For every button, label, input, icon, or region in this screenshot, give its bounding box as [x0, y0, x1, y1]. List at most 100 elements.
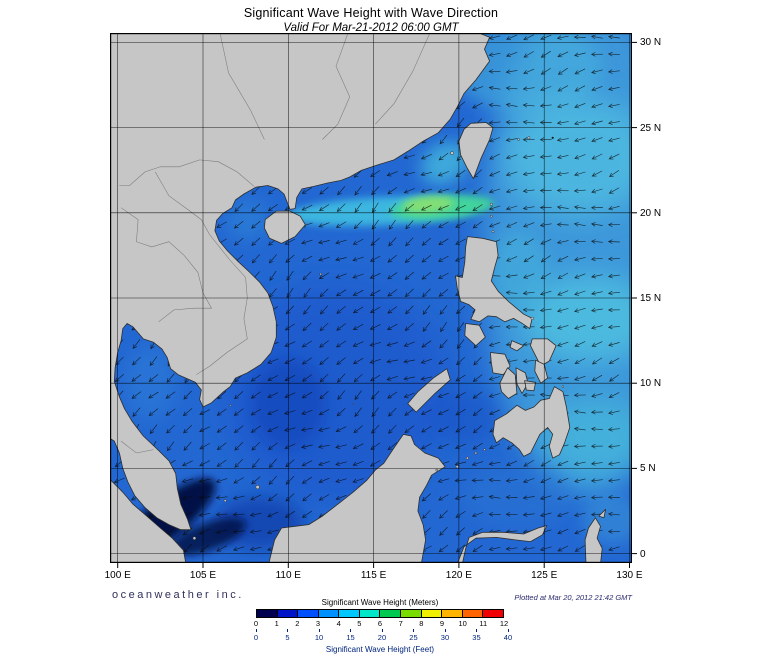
lon-axis-label: 105 E: [189, 570, 217, 581]
landmass-mindoro: [464, 323, 486, 347]
colorbar-segment: [380, 610, 402, 617]
feet-tick-mark: [413, 629, 415, 632]
lon-axis-label: 130 E: [616, 570, 643, 581]
landmass-mainland: [110, 33, 490, 531]
landmass-cebu: [515, 367, 529, 394]
landmass-mindanao: [492, 386, 571, 459]
small-island: [435, 468, 438, 472]
feet-tick-mark: [444, 629, 446, 632]
feet-tick-label: 10: [314, 633, 324, 642]
feet-tick-mark: [381, 629, 383, 632]
small-island: [352, 402, 354, 405]
small-island: [527, 136, 531, 140]
landmass-samar: [530, 338, 557, 367]
small-island: [455, 465, 459, 469]
wave-map-svg: [110, 33, 637, 568]
lat-axis-label: 5 N: [640, 463, 656, 475]
feet-tick-mark: [507, 629, 509, 632]
landmass-sulawesi: [457, 525, 548, 563]
landmass-taiwan: [458, 122, 494, 180]
colorbar-gradient: [256, 609, 504, 618]
small-island: [491, 230, 495, 233]
feet-tick-label: 30: [440, 633, 450, 642]
colorbar-segment: [462, 610, 484, 617]
map-frame: [110, 33, 632, 563]
landmass-hainan: [264, 210, 306, 244]
header: Significant Wave Height with Wave Direct…: [110, 6, 632, 34]
landmass-morotai: [598, 508, 606, 519]
lon-axis-label: 110 E: [275, 570, 301, 581]
small-island: [489, 202, 493, 206]
lon-axis-label: 120 E: [445, 570, 472, 581]
colorbar-feet-ticks: 0 5 10 15 20 25 30 35 40: [253, 629, 512, 644]
colorbar-segment: [442, 610, 463, 617]
feet-tick-mark: [350, 629, 352, 632]
feet-tick-label: 5: [285, 633, 290, 642]
small-island: [465, 456, 469, 460]
meter-tick-label: 5: [357, 619, 362, 628]
chart-subtitle: Valid For Mar-21-2012 06:00 GMT: [283, 22, 459, 34]
small-island: [483, 448, 486, 451]
colorbar-segment: [483, 610, 503, 617]
small-island: [229, 404, 232, 407]
colorbar-segment: [401, 610, 422, 617]
feet-tick-label: 40: [503, 633, 513, 642]
meter-tick-label: 8: [419, 619, 424, 628]
feet-tick-label: 25: [409, 633, 418, 642]
feet-tick-label: 0: [253, 633, 259, 642]
small-island: [223, 499, 227, 503]
landmass-borneo: [268, 433, 446, 563]
meter-tick-label: 9: [439, 619, 445, 628]
landmass-bohol: [524, 380, 536, 392]
colorbar-segment: [318, 610, 340, 617]
island-dot: [551, 136, 554, 139]
meter-tick-label: 11: [479, 619, 488, 628]
small-island: [490, 214, 493, 218]
feet-tick-label: 35: [472, 633, 481, 642]
lon-axis-label: 100 E: [104, 570, 131, 581]
meter-tick-label: 12: [499, 619, 509, 628]
meter-tick-label: 1: [274, 619, 279, 628]
colorbar-segment: [421, 610, 443, 617]
colorbar-segment: [339, 610, 360, 617]
colorbar-meters-label: Significant Wave Height (Meters): [321, 598, 439, 607]
lat-axis-label: 30 N: [640, 37, 662, 49]
map-canvas: [110, 33, 644, 573]
feet-tick-mark: [318, 629, 320, 632]
feet-tick-mark: [476, 629, 478, 632]
landmass-sumatra: [110, 478, 187, 563]
feet-tick-label: 15: [346, 633, 355, 642]
colorbar-segment: [359, 610, 381, 617]
small-island: [517, 138, 520, 141]
meter-tick-label: 0: [253, 619, 259, 628]
small-island: [530, 316, 534, 320]
meter-tick-label: 10: [458, 619, 467, 628]
lat-axis-label: 25 N: [640, 122, 662, 134]
lat-axis-label: 10 N: [640, 378, 662, 390]
lat-axis-label: 20 N: [640, 207, 662, 219]
political-borders-layer: [119, 33, 431, 454]
chart-title: Significant Wave Height with Wave Direct…: [243, 6, 499, 20]
feet-tick-label: 20: [377, 633, 387, 642]
land-layer: [110, 33, 606, 563]
meter-tick-label: 4: [336, 619, 341, 628]
plotted-timestamp: Plotted at Mar 20, 2012 21:42 GMT: [514, 593, 632, 602]
lon-axis-label: 115 E: [360, 570, 387, 581]
colorbar-segment: [257, 610, 278, 617]
map-clipped-layers: [110, 33, 632, 563]
feet-tick-mark: [287, 629, 289, 632]
colorbar-meter-ticks: 0 1 2 3 4 5 6 7 8 9 10 11 12: [253, 618, 508, 629]
lon-axis-label: 125 E: [531, 570, 558, 581]
lat-axis-label: 15 N: [640, 292, 662, 304]
small-island: [319, 272, 322, 276]
oceanweather-logo-text: oceanweather inc.: [112, 589, 244, 601]
landmass-luzon: [455, 236, 533, 329]
landmass-panay: [490, 352, 511, 376]
small-island: [474, 451, 478, 455]
small-island: [255, 485, 260, 490]
lat-axis-label: 0: [640, 548, 646, 560]
feet-tick-mark: [256, 629, 257, 632]
meter-tick-label: 6: [377, 619, 383, 628]
